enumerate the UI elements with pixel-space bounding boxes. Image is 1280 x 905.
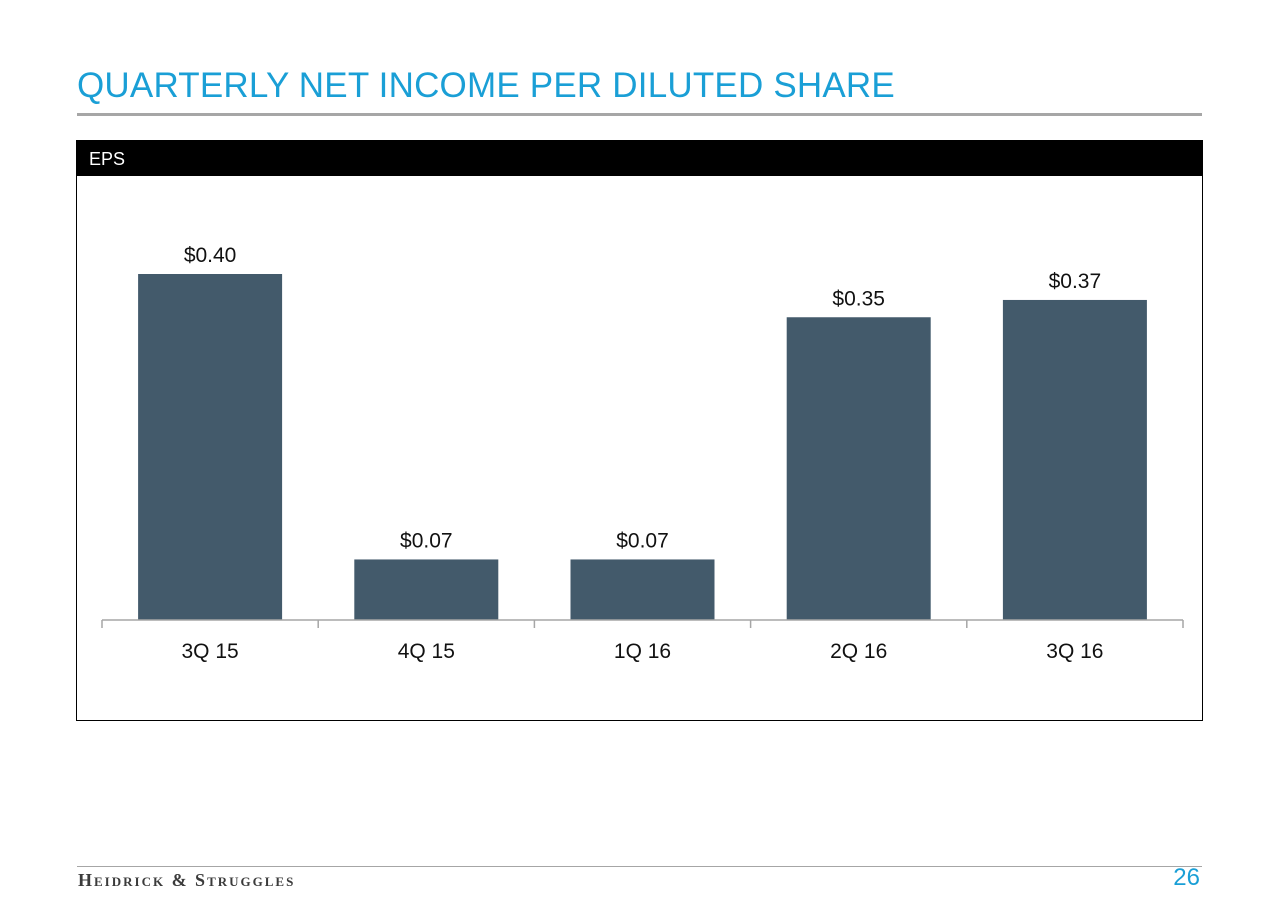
tick-label-5: 3Q 16 xyxy=(1046,640,1103,663)
company-logo: Heidrick & Struggles xyxy=(78,870,296,890)
bar-3 xyxy=(570,559,715,620)
chart-panel: EPS $0.40 3Q 15 $0.07 4Q 15 $0.07 1Q 16 $0.35 2… xyxy=(76,140,1203,721)
eps-bar-chart: $0.40 3Q 15 $0.07 4Q 15 $0.07 1Q 16 $0.35 2Q 16… xyxy=(101,244,1184,663)
bar-2 xyxy=(354,559,499,620)
slide-title: QUARTERLY NET INCOME PER DILUTED SHARE xyxy=(77,66,895,105)
data-label-5: $0.37 xyxy=(1049,270,1102,293)
bar-4 xyxy=(786,317,931,620)
data-label-4: $0.35 xyxy=(832,287,885,310)
data-label-2: $0.07 xyxy=(400,529,453,552)
bar-5 xyxy=(1002,299,1147,620)
data-label-1: $0.40 xyxy=(184,244,237,267)
footer-divider xyxy=(77,866,1202,867)
tick-label-3: 1Q 16 xyxy=(614,640,671,663)
page-number: 26 xyxy=(1173,864,1200,891)
tick-label-4: 2Q 16 xyxy=(830,640,887,663)
data-label-3: $0.07 xyxy=(616,529,669,552)
chart-header-bar: EPS xyxy=(77,141,1202,176)
tick-label-1: 3Q 15 xyxy=(181,640,238,663)
chart-header-label: EPS xyxy=(89,149,126,169)
bar-1 xyxy=(138,274,283,620)
tick-label-2: 4Q 15 xyxy=(398,640,455,663)
title-divider xyxy=(77,113,1202,116)
